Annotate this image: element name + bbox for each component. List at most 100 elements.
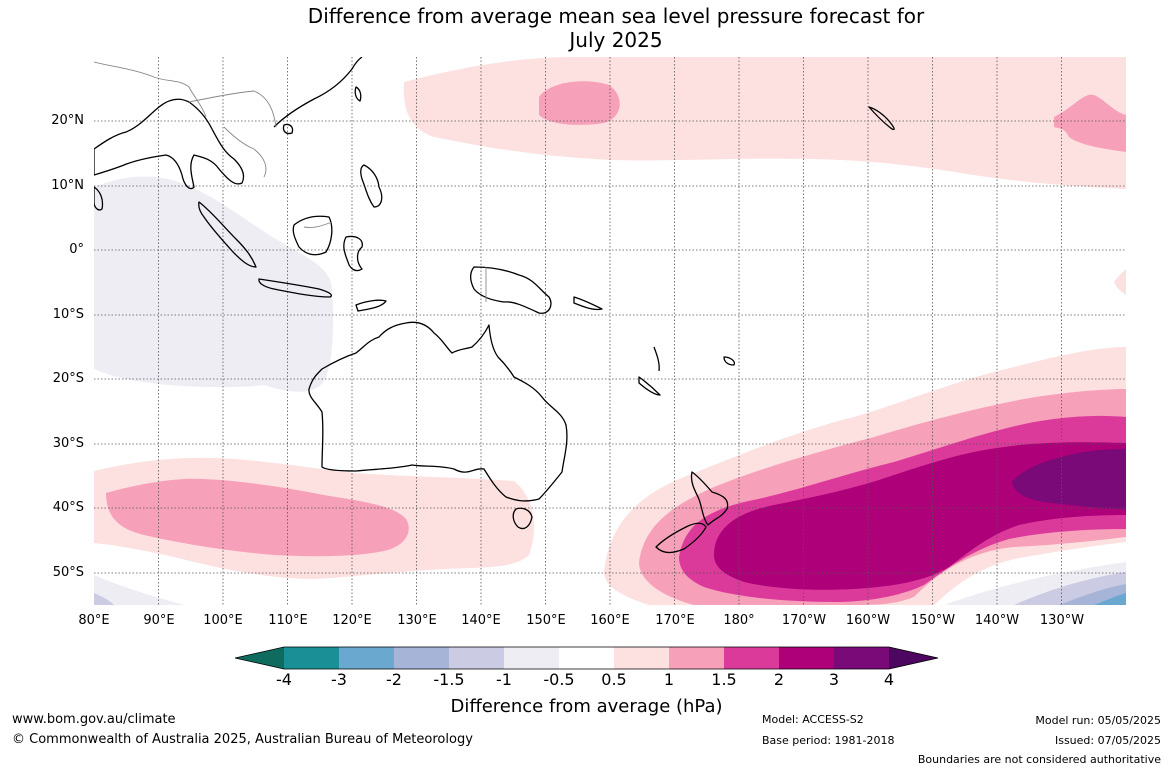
boundary-indochina-2 — [188, 90, 277, 128]
shade-neg-0-5-indian — [94, 176, 334, 392]
anomaly-shading — [94, 57, 1126, 605]
coast-solomon — [573, 296, 603, 311]
coast-australia — [308, 321, 568, 502]
colorbar-swatch-4 — [449, 647, 504, 669]
chart-title: Difference from average mean sea level p… — [0, 4, 1173, 52]
shade-pos-0-5-north — [403, 57, 1126, 189]
boundary-malaysia — [303, 221, 333, 228]
coast-hawaii — [868, 106, 895, 131]
colorbar-swatch-10 — [779, 647, 834, 669]
lon-label-110e: 110°E — [268, 613, 308, 628]
issued-text: Issued: 07/05/2025 — [1054, 734, 1161, 747]
website-link[interactable]: www.bom.gov.au/climate — [12, 712, 176, 727]
lon-label-130w: 130°W — [1039, 613, 1085, 628]
cb-tick-10: 3 — [828, 670, 840, 689]
lon-label-170w: 170°W — [781, 613, 827, 628]
shade-neg-2-se — [1094, 593, 1126, 605]
lon-label-80e: 80°E — [78, 613, 110, 628]
coast-java — [258, 278, 333, 298]
boundary-indochina-4 — [223, 126, 267, 178]
coast-philippines — [360, 164, 383, 208]
colorbar-swatch-2 — [339, 647, 394, 669]
boundary-indochina-1 — [153, 76, 207, 118]
coast-borneo — [292, 215, 333, 256]
lat-label-10n: 10°N — [51, 178, 84, 193]
lon-label-150e: 150°E — [526, 613, 566, 628]
coast-asia-mainland — [94, 98, 245, 190]
lon-label-150w: 150°W — [910, 613, 956, 628]
coast-hainan — [282, 123, 294, 135]
colorbar-label: Difference from average (hPa) — [450, 696, 723, 717]
lat-label-0: 0° — [69, 242, 84, 257]
lat-label-40s: 40°S — [52, 500, 84, 515]
coast-new-guinea — [469, 266, 552, 314]
colorbar-swatch-3 — [394, 647, 449, 669]
colorbar-swatch-7 — [614, 647, 669, 669]
coast-nz-south — [655, 522, 707, 554]
lat-label-20s: 20°S — [52, 371, 84, 386]
lon-label-180: 180° — [723, 613, 755, 628]
cb-tick-4: -1 — [496, 670, 512, 689]
coast-taiwan — [354, 86, 362, 102]
cb-tick-11: 4 — [883, 670, 895, 689]
shade-pos-3-se — [1012, 449, 1126, 509]
graticule — [94, 57, 1126, 605]
lon-label-140e: 140°E — [461, 613, 501, 628]
lat-label-20n: 20°N — [51, 113, 84, 128]
colorbar — [234, 646, 939, 670]
lon-label-160e: 160°E — [590, 613, 630, 628]
lat-label-30s: 30°S — [52, 436, 84, 451]
lat-label-10s: 10°S — [52, 307, 84, 322]
lon-label-130e: 130°E — [397, 613, 437, 628]
coast-asia-north — [273, 57, 363, 128]
lon-label-170e: 170°E — [655, 613, 695, 628]
lon-label-140w: 140°W — [974, 613, 1020, 628]
model-run-text: Model run: 05/05/2025 — [1035, 714, 1161, 727]
cb-tick-1: -3 — [331, 670, 347, 689]
coastlines — [94, 57, 895, 554]
lat-label-50s: 50°S — [52, 565, 84, 580]
lon-label-100e: 100°E — [203, 613, 243, 628]
disclaimer-text: Boundaries are not considered authoritat… — [917, 753, 1161, 766]
colorbar-swatch-6 — [559, 647, 614, 669]
coast-sumatra — [198, 201, 257, 268]
model-text: Model: ACCESS-S2 — [762, 713, 864, 726]
cb-tick-3: -1.5 — [433, 670, 465, 689]
cb-tick-0: -4 — [276, 670, 292, 689]
colorbar-swatch-5 — [504, 647, 559, 669]
title-line-2: July 2025 — [569, 28, 663, 52]
country-boundaries — [94, 61, 487, 302]
coast-tasmania — [512, 507, 533, 530]
lon-label-160w: 160°W — [845, 613, 891, 628]
boundary-indochina-3 — [94, 61, 155, 78]
lon-label-90e: 90°E — [143, 613, 175, 628]
cb-tick-6: 0.5 — [601, 670, 627, 689]
coast-new-caledonia — [638, 376, 661, 396]
coast-sulawesi — [343, 235, 363, 272]
colorbar-swatch-11 — [834, 647, 889, 669]
shade-pos-1-sw — [106, 478, 409, 557]
base-period-text: Base period: 1981-2018 — [762, 734, 895, 747]
colorbar-swatch-0 — [235, 647, 284, 669]
cb-tick-5: -0.5 — [543, 670, 575, 689]
shade-pos-1-north — [539, 81, 620, 125]
coast-nz-north — [690, 471, 729, 526]
colorbar-swatch-12 — [889, 647, 938, 669]
cb-tick-2: -2 — [386, 670, 402, 689]
colorbar-outline — [234, 646, 939, 670]
coast-fiji — [723, 356, 736, 366]
shade-neg-sw — [94, 575, 184, 605]
colorbar-swatch-1 — [284, 647, 339, 669]
shade-pos-1-north-east — [1054, 94, 1126, 152]
coast-sri-lanka — [94, 186, 104, 211]
colorbar-swatch-8 — [669, 647, 724, 669]
copyright-text: © Commonwealth of Australia 2025, Austra… — [12, 732, 473, 747]
shade-pos-0-5-east-edge — [1114, 269, 1126, 295]
cb-tick-7: 1 — [663, 670, 675, 689]
lon-label-120e: 120°E — [332, 613, 372, 628]
pressure-anomaly-map — [94, 57, 1126, 605]
title-line-1: Difference from average mean sea level p… — [307, 4, 925, 28]
cb-tick-8: 1.5 — [711, 670, 737, 689]
cb-tick-9: 2 — [773, 670, 785, 689]
colorbar-swatch-9 — [724, 647, 779, 669]
